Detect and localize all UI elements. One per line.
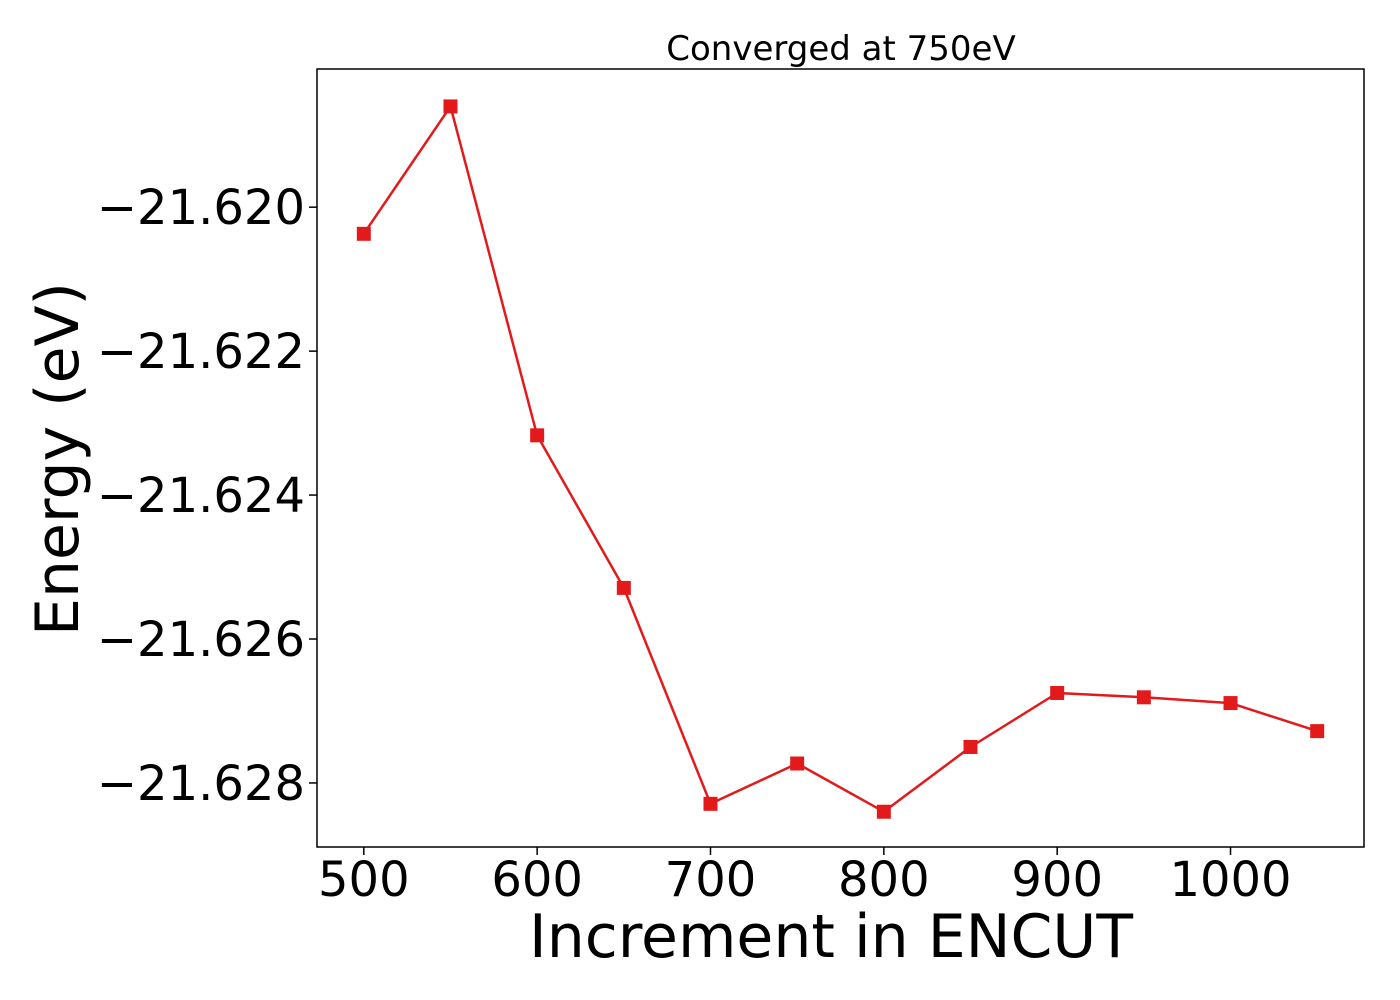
y-axis-label: Energy (eV) [23,282,93,636]
data-point-marker [1136,690,1151,705]
x-axis-label: Increment in ENCUT [529,902,1133,972]
x-tick-label: 800 [838,852,930,908]
y-axis-ticks: −21.620 −21.622 −21.624 −21.626 −21.628 [97,180,317,812]
x-tick-label: 900 [1011,852,1103,908]
data-point-marker [703,796,718,811]
x-tick-label: 700 [665,852,757,908]
y-tick-label: −21.622 [97,324,305,380]
data-point-marker [1310,724,1325,739]
chart-title: Converged at 750eV [666,29,1015,69]
series-line [362,105,1318,813]
x-tick-label: 600 [491,852,583,908]
y-tick-label: −21.626 [97,612,305,668]
y-tick-label: −21.628 [97,756,305,812]
x-axis-ticks: 500 600 700 800 900 1000 [318,847,1292,908]
data-point-marker [1223,696,1238,711]
plot-frame [316,68,1365,848]
y-tick-label: −21.620 [97,180,305,236]
plot-layer [356,99,1325,819]
data-point-marker [356,226,371,241]
data-point-marker [443,99,458,114]
data-point-marker [790,756,805,771]
data-point-marker [876,804,891,819]
x-tick-label: 500 [318,852,410,908]
data-point-marker [616,580,631,595]
data-point-marker [530,428,545,443]
data-point-marker [963,739,978,754]
x-tick-label: 1000 [1169,852,1291,908]
data-point-marker [1050,685,1065,700]
y-tick-label: −21.624 [97,468,305,524]
